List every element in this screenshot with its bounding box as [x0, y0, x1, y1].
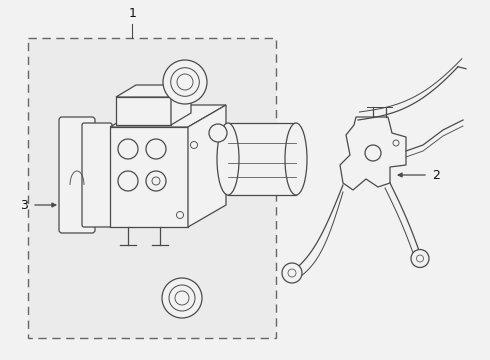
Circle shape: [191, 141, 197, 149]
Circle shape: [177, 74, 193, 90]
Polygon shape: [110, 105, 226, 127]
Circle shape: [393, 140, 399, 146]
Bar: [116, 97, 171, 125]
Circle shape: [365, 145, 381, 161]
Circle shape: [169, 285, 195, 311]
Circle shape: [416, 255, 423, 262]
Circle shape: [411, 249, 429, 267]
Polygon shape: [116, 85, 191, 97]
Circle shape: [118, 171, 138, 191]
Circle shape: [282, 263, 302, 283]
Ellipse shape: [285, 123, 307, 195]
Circle shape: [288, 269, 296, 277]
Circle shape: [176, 212, 183, 219]
Circle shape: [152, 177, 160, 185]
FancyBboxPatch shape: [59, 117, 95, 233]
Text: 2: 2: [432, 168, 440, 181]
Circle shape: [175, 291, 189, 305]
Ellipse shape: [217, 123, 239, 195]
Bar: [110, 127, 188, 227]
Polygon shape: [188, 105, 226, 227]
Text: 1: 1: [128, 7, 136, 20]
Polygon shape: [340, 117, 406, 190]
Circle shape: [146, 171, 166, 191]
FancyBboxPatch shape: [82, 123, 112, 227]
Text: 3: 3: [20, 198, 28, 212]
Bar: [28, 38, 276, 338]
Circle shape: [171, 68, 199, 96]
Circle shape: [162, 278, 202, 318]
Circle shape: [209, 124, 227, 142]
Bar: [228, 123, 296, 195]
Circle shape: [118, 139, 138, 159]
Circle shape: [146, 139, 166, 159]
Circle shape: [163, 60, 207, 104]
Polygon shape: [171, 85, 191, 125]
